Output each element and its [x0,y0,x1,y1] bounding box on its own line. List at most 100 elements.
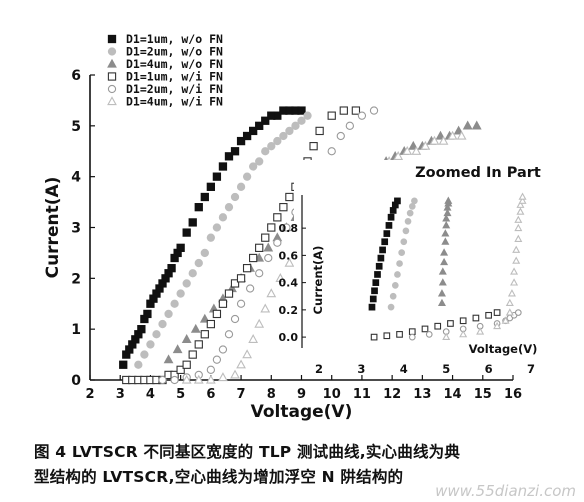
data-point [224,289,234,298]
inset-data-point [408,328,416,336]
inset-data-point [379,246,386,254]
data-point [218,345,228,354]
data-point [188,218,197,227]
y-tick-label: 2 [71,271,81,287]
data-point [249,126,258,136]
inset-data-point [387,213,395,221]
inset-data-point [411,197,418,205]
data-point [303,111,312,120]
inset-data-point [518,192,527,200]
inset-data-point [516,207,525,215]
data-point [163,354,174,364]
data-point [435,130,446,140]
data-point [261,147,270,156]
data-point [462,120,473,130]
data-point [224,152,234,161]
x-tick-label: 5 [176,387,185,402]
data-point [200,330,209,339]
inset-data-point [440,257,449,266]
inset-data-point [514,215,523,223]
inset-data-point [421,325,429,333]
data-point [282,223,291,232]
data-point [309,142,318,151]
data-point [194,203,203,212]
legend-marker [107,34,117,44]
inset-data-point [459,317,467,325]
inset-data-point [406,209,414,217]
main-axes: 2 3 4 5 6 7 8 9 10 11 12 13 14 15 160123456Voltage(V)C… [43,68,522,422]
data-point [242,172,252,181]
inset-data-point [485,311,492,319]
data-point [212,223,222,232]
data-point [230,279,240,288]
legend-label: D1=2um, w/o FN [126,45,223,59]
data-point [420,140,431,150]
figure-caption-line-2: 型结构的 LVTSCR,空心曲线为增加浮空 N 阱结构的 [34,468,404,486]
inset-data-point [443,203,452,211]
inset-data-point [512,245,521,253]
data-point [393,151,404,160]
inset-y-tick-label: 0.4 [279,277,299,290]
data-point [194,340,203,349]
data-point [291,121,300,130]
data-point [273,136,282,146]
x-tick-label: 4 [146,387,155,402]
data-point [297,116,306,125]
data-point [206,319,216,329]
data-point [264,253,273,263]
data-point [327,111,336,120]
inset-data-point [425,331,433,338]
x-tick-label: 13 [413,387,431,402]
data-point [345,121,354,130]
inset-data-point [437,289,446,297]
data-point [218,299,228,308]
data-point [181,374,192,384]
data-point [339,106,348,115]
inset-data-point [371,287,378,295]
x-tick-label: 15 [474,387,492,402]
data-point [255,269,264,278]
data-point [471,120,482,130]
data-point [266,288,277,298]
data-point [188,350,197,359]
inset-data-point [383,332,391,340]
data-point [236,274,246,283]
inset-x-axis-label: Voltage(V) [469,342,538,356]
legend-marker [107,72,117,81]
inset-x-tick-label: 7 [527,362,535,376]
data-point [267,223,276,232]
inset-data-point [510,278,519,286]
data-point [297,106,306,115]
inset-data-point [408,202,416,210]
inset-data-point [441,237,450,245]
data-point [453,125,464,135]
tlp-chart: 2 3 4 5 6 7 8 9 10 11 12 13 14 15 160123456Voltage(V)C… [43,32,541,422]
watermark: www.55dianzi.com [435,482,576,500]
inset-data-point [442,332,451,341]
data-point [255,121,264,130]
inset-data-point [459,330,468,338]
data-point [236,359,246,369]
data-point [230,314,240,324]
data-point [200,192,209,202]
legend-marker [107,58,117,68]
data-point [284,257,295,267]
series-2 [134,111,312,369]
data-point [158,375,167,385]
data-point [224,330,234,339]
inset-data-point [408,333,416,341]
inset-data-point [375,262,383,270]
data-point [255,157,264,166]
data-point [170,299,179,308]
inset-data-point [507,289,516,297]
inset-data-point [512,256,521,264]
data-point [181,334,192,343]
data-point [327,147,336,156]
y-tick-label: 3 [71,221,81,237]
data-point [212,309,222,319]
inset-data-point [514,234,523,242]
data-point [429,135,440,145]
data-point [456,130,467,140]
data-point [182,360,191,369]
data-point [230,192,240,202]
